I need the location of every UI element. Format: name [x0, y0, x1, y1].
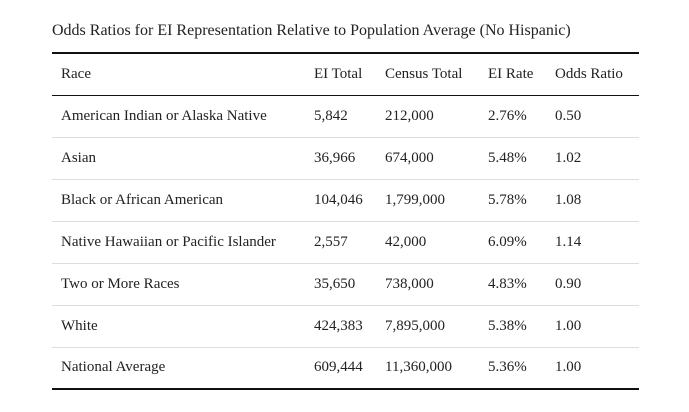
cell-census-total: 1,799,000	[385, 191, 445, 208]
cell-ei-rate: 5.48%	[488, 149, 527, 166]
cell-ei-total: 36,966	[314, 149, 356, 166]
cell-census-total: 738,000	[385, 275, 434, 292]
cell-census-total: 674,000	[385, 149, 434, 166]
table-header: Race EI Total Census Total EI Rate Odds …	[52, 53, 639, 95]
table-row: National Average 609,444 11,360,000 5.36…	[52, 347, 639, 389]
header-odds-ratio: Odds Ratio	[555, 65, 623, 82]
table-row: Asian 36,966 674,000 5.48% 1.02	[52, 137, 639, 179]
table-caption: Odds Ratios for EI Representation Relati…	[52, 22, 571, 39]
cell-race: Asian	[61, 149, 96, 166]
cell-ei-rate: 2.76%	[488, 107, 527, 124]
cell-ei-rate: 4.83%	[488, 275, 527, 292]
table-row: Black or African American 104,046 1,799,…	[52, 179, 639, 221]
cell-ei-total: 5,842	[314, 107, 348, 124]
cell-ei-rate: 5.36%	[488, 359, 527, 376]
cell-odds-ratio: 1.02	[555, 149, 582, 166]
cell-odds-ratio: 1.00	[555, 359, 582, 376]
cell-census-total: 11,360,000	[385, 359, 452, 376]
cell-race: National Average	[61, 359, 166, 376]
odds-ratio-table: Race EI Total Census Total EI Rate Odds …	[52, 52, 639, 390]
header-row: Race EI Total Census Total EI Rate Odds …	[52, 53, 639, 95]
cell-ei-rate: 5.38%	[488, 317, 527, 334]
cell-ei-rate: 6.09%	[488, 233, 527, 250]
cell-race: White	[61, 317, 98, 334]
cell-odds-ratio: 0.90	[555, 275, 582, 292]
cell-ei-total: 2,557	[314, 233, 348, 250]
cell-race: Native Hawaiian or Pacific Islander	[61, 233, 276, 250]
table-row: Native Hawaiian or Pacific Islander 2,55…	[52, 221, 639, 263]
cell-census-total: 42,000	[385, 233, 427, 250]
table-row: Two or More Races 35,650 738,000 4.83% 0…	[52, 263, 639, 305]
cell-odds-ratio: 1.14	[555, 233, 582, 250]
table-body: American Indian or Alaska Native 5,842 2…	[52, 95, 639, 389]
cell-census-total: 212,000	[385, 107, 434, 124]
cell-census-total: 7,895,000	[385, 317, 445, 334]
cell-odds-ratio: 0.50	[555, 107, 582, 124]
header-ei-rate: EI Rate	[488, 65, 534, 82]
cell-ei-rate: 5.78%	[488, 191, 527, 208]
cell-ei-total: 35,650	[314, 275, 356, 292]
header-race: Race	[61, 65, 91, 82]
header-ei-total: EI Total	[314, 65, 363, 82]
cell-race: Two or More Races	[61, 275, 180, 292]
table-row: American Indian or Alaska Native 5,842 2…	[52, 95, 639, 137]
cell-ei-total: 424,383	[314, 317, 363, 334]
cell-ei-total: 609,444	[314, 359, 363, 376]
cell-odds-ratio: 1.08	[555, 191, 582, 208]
header-census-total: Census Total	[385, 65, 463, 82]
cell-odds-ratio: 1.00	[555, 317, 582, 334]
cell-race: Black or African American	[61, 191, 224, 208]
table-row: White 424,383 7,895,000 5.38% 1.00	[52, 305, 639, 347]
cell-race: American Indian or Alaska Native	[61, 107, 267, 124]
cell-ei-total: 104,046	[314, 191, 363, 208]
